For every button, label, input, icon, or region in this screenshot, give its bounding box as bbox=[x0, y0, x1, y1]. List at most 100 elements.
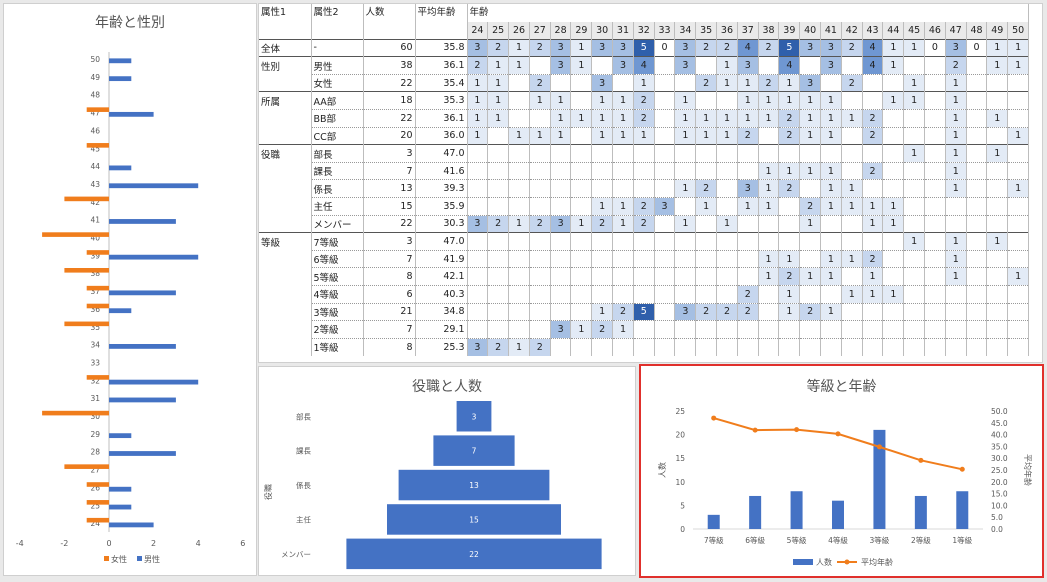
table-row[interactable]: 女性 22 35.4 1 1 2 3 1 2 1 1 2 1 3 2 1 1 bbox=[259, 73, 1030, 92]
table-row[interactable]: 2等級 7 29.1 3 1 2 1 bbox=[259, 320, 1030, 339]
table-row[interactable]: 6等級 7 41.9 1 1 1 1 2 1 bbox=[259, 249, 1030, 268]
table-row[interactable]: 係長 13 39.3 1 2 3 1 2 1 1 1 1 bbox=[259, 179, 1030, 198]
age-count-cell: 1 bbox=[986, 232, 1009, 251]
age-gender-chart-panel[interactable]: 年齢と性別 -4 -2 0 2 4 6 24 25 26 27 28 29 30 31 32 33 34 35 36… bbox=[3, 3, 257, 576]
age-count-cell bbox=[841, 126, 863, 145]
age-count-cell: 2 bbox=[529, 38, 551, 57]
age-count-cell: 1 bbox=[945, 91, 967, 110]
pyramid-ylabel: 役職 bbox=[263, 484, 273, 500]
age-count-cell bbox=[799, 56, 822, 75]
count-cell: 7 bbox=[363, 249, 416, 268]
age-count-cell bbox=[841, 337, 863, 356]
left-tick-label: 20 bbox=[675, 431, 685, 440]
age-header-cell: 49 bbox=[986, 21, 1009, 40]
age-count-cell bbox=[591, 285, 614, 304]
age-count-cell bbox=[550, 267, 572, 286]
age-count-cell bbox=[674, 337, 697, 356]
male-bar bbox=[109, 433, 132, 439]
age-header-cell: 26 bbox=[508, 21, 530, 40]
age-count-cell bbox=[550, 302, 572, 321]
age-count-cell bbox=[903, 320, 926, 339]
age-count-cell bbox=[758, 126, 780, 145]
age-count-cell: 1 bbox=[778, 73, 801, 92]
age-matrix-table-panel[interactable]: 属性1 属性2 人数 平均年齢 年齢 24 25 26 27 28 29 30 31 32 33 34 35 36… bbox=[258, 3, 1043, 363]
age-count-cell bbox=[820, 337, 842, 356]
x-tick-label: -2 bbox=[60, 539, 68, 548]
age-count-cell: 1 bbox=[591, 197, 614, 216]
table-row[interactable]: 4等級 6 40.3 2 1 1 1 1 bbox=[259, 285, 1030, 304]
age-count-cell bbox=[841, 56, 863, 75]
table-row[interactable]: 1等級 8 25.3 3 2 1 2 bbox=[259, 337, 1030, 356]
male-bar bbox=[109, 165, 132, 171]
table-row[interactable]: 3等級 21 34.8 1 2 5 3 2 2 2 1 2 1 bbox=[259, 302, 1030, 321]
age-count-cell: 1 bbox=[695, 126, 718, 145]
age-count-cell bbox=[903, 267, 926, 286]
table-row[interactable]: 役職 部長 3 47.0 1 1 1 bbox=[259, 144, 1030, 163]
age-count-cell bbox=[841, 320, 863, 339]
age-count-cell: 1 bbox=[778, 249, 801, 268]
age-count-cell bbox=[924, 56, 946, 75]
age-count-cell: 2 bbox=[737, 126, 759, 145]
female-bar bbox=[86, 285, 109, 291]
age-count-cell bbox=[737, 320, 759, 339]
age-count-cell: 2 bbox=[487, 214, 510, 233]
age-count-cell: 2 bbox=[633, 197, 655, 216]
pyramid-category-label: 課長 bbox=[296, 446, 311, 456]
age-count-cell: 1 bbox=[674, 214, 697, 233]
age-count-cell bbox=[924, 161, 946, 180]
age-count-cell bbox=[612, 179, 634, 198]
table-row[interactable]: 所属 AA部 18 35.3 1 1 1 1 1 1 2 1 1 1 1 1 1 1 1 1 bbox=[259, 91, 1030, 110]
age-label: 36 bbox=[90, 305, 100, 314]
grade-age-chart-panel[interactable]: 等級と年齢 0 5 10 15 20 25 0.0 5.0 10.0 15.0 20.0 25.0 30… bbox=[639, 364, 1044, 578]
left-tick-label: 10 bbox=[675, 478, 685, 487]
age-count-cell: 1 bbox=[758, 267, 780, 286]
age-count-cell: 2 bbox=[612, 302, 634, 321]
age-count-cell bbox=[612, 267, 634, 286]
table-row[interactable]: BB部 22 36.1 1 1 1 1 1 1 2 1 1 1 1 1 2 1 1 1 2 1 1 bbox=[259, 109, 1030, 128]
age-count-cell: 2 bbox=[467, 56, 489, 75]
age-count-cell: 0 bbox=[924, 38, 946, 57]
age-count-cell: 2 bbox=[529, 73, 551, 92]
age-count-cell: 1 bbox=[508, 214, 530, 233]
table-row[interactable]: CC部 20 36.0 1 1 1 1 1 1 1 1 1 1 2 2 1 1 2 1 1 bbox=[259, 126, 1030, 145]
male-bar bbox=[109, 58, 132, 64]
age-count-cell: 1 bbox=[903, 144, 926, 163]
age-count-cell bbox=[654, 232, 676, 251]
age-header-cell: 42 bbox=[841, 21, 863, 40]
table-row[interactable]: 5等級 8 42.1 1 2 1 1 1 1 1 bbox=[259, 267, 1030, 286]
table-row[interactable]: 等級 7等級 3 47.0 1 1 1 bbox=[259, 232, 1030, 251]
table-row[interactable]: メンバー 22 30.3 3 2 1 2 3 1 2 1 2 1 1 1 1 1 bbox=[259, 214, 1030, 233]
position-headcount-chart-panel[interactable]: 役職と人数 役職 3 部長 7 課長 13 係長 15 主任 22 メンバー bbox=[258, 366, 636, 576]
age-count-cell: 1 bbox=[1007, 179, 1030, 198]
age-matrix-table[interactable]: 属性1 属性2 人数 平均年齢 年齢 24 25 26 27 28 29 30 31 32 33 34 35 36… bbox=[259, 4, 1030, 356]
age-count-cell: 1 bbox=[467, 73, 489, 92]
age-count-cell bbox=[882, 302, 905, 321]
age-count-cell: 1 bbox=[737, 197, 759, 216]
female-bar bbox=[42, 410, 109, 416]
age-count-cell bbox=[758, 232, 780, 251]
age-count-cell: 2 bbox=[778, 109, 801, 128]
header-cell: 人数 bbox=[363, 4, 416, 40]
age-count-cell bbox=[924, 109, 946, 128]
age-count-cell bbox=[487, 161, 510, 180]
female-bar bbox=[64, 268, 109, 273]
age-count-cell bbox=[591, 337, 614, 356]
age-count-cell bbox=[862, 320, 884, 339]
age-count-cell bbox=[903, 161, 926, 180]
group-cell bbox=[259, 250, 312, 268]
avg-age-cell: 29.1 bbox=[415, 320, 468, 339]
age-count-cell: 2 bbox=[695, 38, 718, 57]
table-row[interactable]: 性別 男性 38 36.1 2 1 1 3 1 3 4 3 1 3 4 3 4 1 2 1 1 bbox=[259, 56, 1030, 75]
table-row[interactable]: 全体 -60 35.8 3 2 1 2 3 1 3 3 5 0 3 2 2 4 2 5 3 3 2 4 1 1 0 3 0 1 1 bbox=[259, 38, 1030, 57]
table-row[interactable]: 主任 15 35.9 1 1 2 3 1 1 1 2 1 1 1 1 bbox=[259, 197, 1030, 216]
age-count-cell bbox=[903, 109, 926, 128]
age-count-cell bbox=[799, 337, 822, 356]
table-row[interactable]: 課長 7 41.6 1 1 1 1 2 1 bbox=[259, 161, 1030, 180]
age-count-cell bbox=[570, 91, 593, 110]
age-count-cell: 1 bbox=[862, 214, 884, 233]
age-label: 31 bbox=[90, 394, 100, 403]
group-cell bbox=[259, 267, 312, 286]
left-tick-label: 0 bbox=[680, 525, 685, 534]
age-count-cell: 1 bbox=[799, 91, 822, 110]
age-count-cell: 1 bbox=[758, 249, 780, 268]
